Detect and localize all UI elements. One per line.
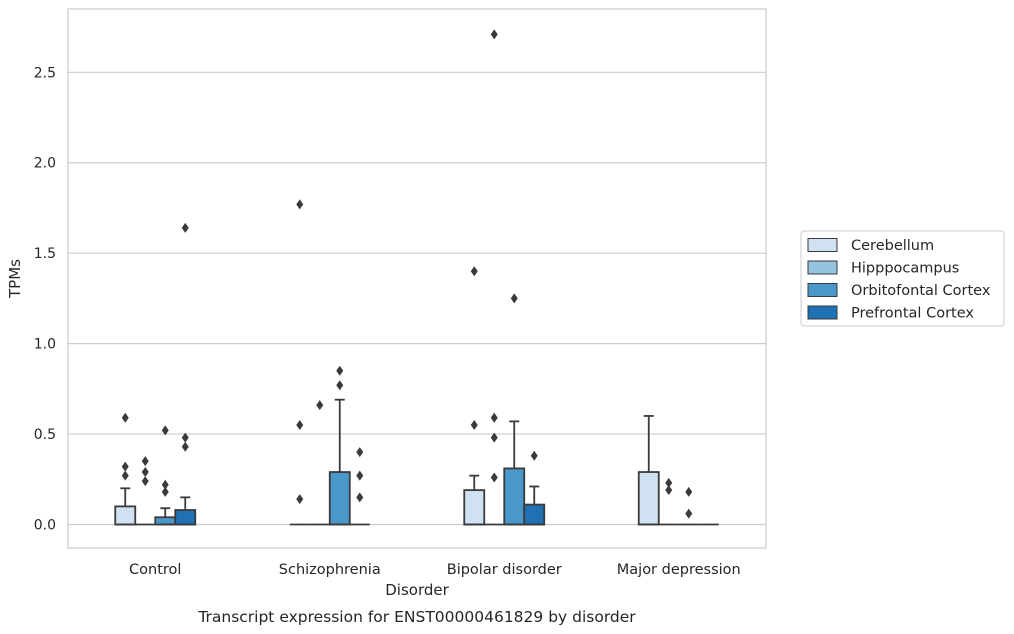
plot-area-frame xyxy=(67,8,767,549)
y-tick-label: 0.5 xyxy=(34,427,56,443)
outlier-point xyxy=(530,450,538,461)
outlier-point xyxy=(490,432,498,443)
y-tick-label: 2.0 xyxy=(34,156,56,172)
legend: Cerebellum Hipppocampus Orbitofontal Corte… xyxy=(800,230,1005,327)
outlier-point xyxy=(490,412,498,423)
legend-swatch xyxy=(807,238,838,252)
legend-swatch xyxy=(807,305,838,320)
box-series xyxy=(114,29,719,526)
x-tick-label: Schizophrenia xyxy=(279,562,381,578)
outlier-point xyxy=(665,477,673,488)
outlier-point xyxy=(510,293,518,304)
outlier-point xyxy=(121,470,129,481)
legend-label: Hipppocampus xyxy=(851,261,959,277)
legend-frame xyxy=(800,230,1005,327)
box xyxy=(637,471,660,526)
legend-label: Cerebellum xyxy=(851,238,934,254)
outlier-point xyxy=(336,365,344,376)
outlier-point xyxy=(121,461,129,472)
outlier-point xyxy=(181,441,189,452)
legend-label: Prefrontal Cortex xyxy=(851,306,974,322)
outlier-point xyxy=(161,486,169,497)
y-tick-label: 1.5 xyxy=(34,246,56,262)
x-axis-ticks: Control Schizophrenia Bipolar disorder Majo… xyxy=(129,562,741,578)
outlier-point xyxy=(141,467,149,478)
outlier-point xyxy=(356,470,364,481)
outlier-point xyxy=(336,380,344,391)
box xyxy=(154,516,177,526)
outlier-point xyxy=(181,222,189,233)
outlier-point xyxy=(181,432,189,443)
box xyxy=(503,467,526,526)
outlier-point xyxy=(470,420,478,431)
chart-caption: Transcript expression for ENST0000046182… xyxy=(197,608,636,626)
y-tick-label: 1.0 xyxy=(34,337,56,353)
outlier-point xyxy=(316,400,324,411)
outlier-point xyxy=(161,479,169,490)
series-prefrontal-cortex xyxy=(174,222,719,526)
outlier-point xyxy=(141,476,149,487)
y-axis-ticks: 0.0 0.5 1.0 1.5 2.0 2.5 xyxy=(34,65,56,533)
box xyxy=(463,489,486,526)
outlier-point xyxy=(121,412,129,423)
y-axis-label: TPMs xyxy=(6,259,24,299)
legend-swatch xyxy=(807,260,838,275)
series-cerebellum xyxy=(114,199,660,526)
x-tick-label: Major depression xyxy=(617,562,741,578)
series-orbitofontal-cortex xyxy=(154,293,699,526)
series-hipppocampus xyxy=(135,29,679,526)
y-tick-label: 0.0 xyxy=(34,517,56,533)
outlier-point xyxy=(685,486,693,497)
outlier-point xyxy=(490,472,498,483)
outlier-point xyxy=(685,508,693,519)
outlier-point xyxy=(665,485,673,496)
outlier-point xyxy=(490,29,498,40)
legend-label: Orbitofontal Cortex xyxy=(851,283,991,299)
outlier-point xyxy=(296,420,304,431)
x-axis-label: Disorder xyxy=(385,581,449,599)
legend-swatch xyxy=(807,283,838,297)
y-tick-label: 2.5 xyxy=(34,65,56,81)
outlier-point xyxy=(296,494,304,505)
outlier-point xyxy=(296,199,304,210)
outlier-point xyxy=(356,492,364,503)
gridlines xyxy=(68,71,766,526)
outlier-point xyxy=(141,456,149,467)
outlier-point xyxy=(161,425,169,436)
box xyxy=(523,503,546,526)
outlier-point xyxy=(470,266,478,277)
outlier-point xyxy=(356,447,364,458)
x-tick-label: Bipolar disorder xyxy=(447,562,562,578)
box xyxy=(114,505,137,526)
box xyxy=(174,509,197,526)
x-tick-label: Control xyxy=(129,562,181,578)
box xyxy=(328,471,351,526)
